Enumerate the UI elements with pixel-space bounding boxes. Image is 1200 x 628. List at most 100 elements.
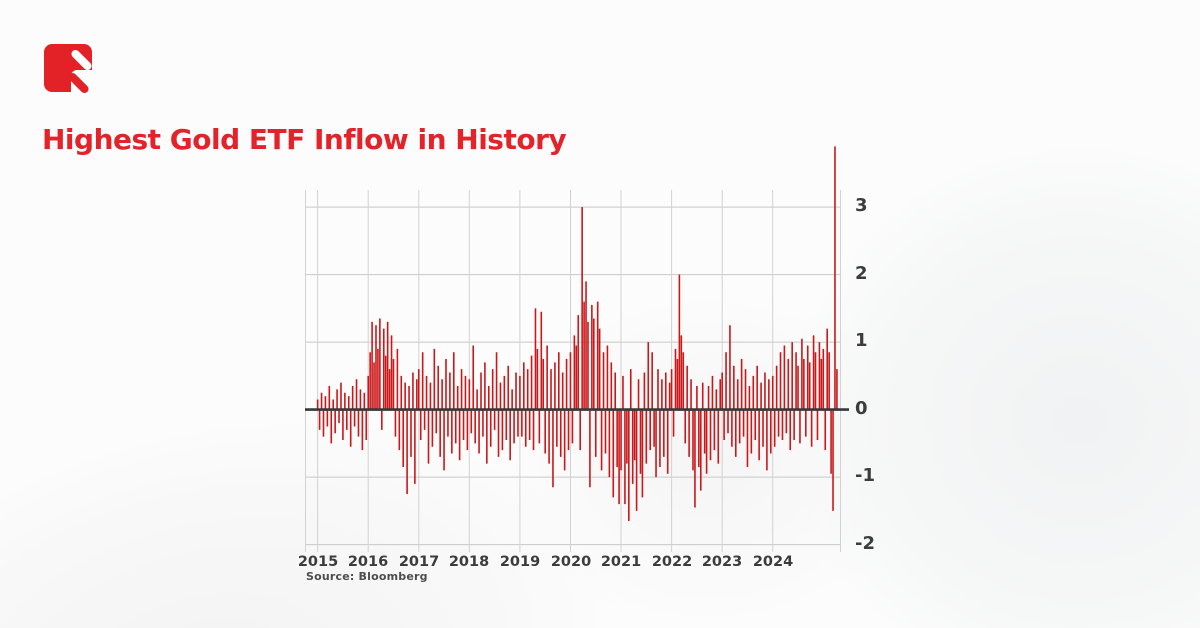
flow-bar <box>550 369 552 410</box>
flow-bar <box>452 352 455 410</box>
page-title: Highest Gold ETF Inflow in History <box>42 122 567 156</box>
flow-bar <box>546 345 548 410</box>
flow-bar <box>756 365 758 410</box>
flow-bar <box>799 409 801 444</box>
x-axis-tick-2015: 2015 <box>297 554 339 570</box>
flow-bar <box>414 409 416 484</box>
flow-bar <box>748 386 751 410</box>
flow-bar <box>680 335 683 410</box>
flow-bar <box>633 409 636 461</box>
flow-bar <box>517 409 519 437</box>
flow-bar <box>318 409 321 430</box>
flow-bar <box>589 409 591 488</box>
flow-bar <box>530 355 533 410</box>
flow-bar <box>408 386 410 410</box>
flow-bar <box>629 369 632 410</box>
flow-bar <box>676 359 679 410</box>
flow-bar <box>468 379 471 410</box>
y-axis-tick-neg1: -1 <box>855 465 875 486</box>
flow-bar <box>775 365 778 410</box>
flow-bar <box>402 409 405 468</box>
flow-bar <box>777 409 780 437</box>
flow-bar <box>357 409 360 437</box>
flow-bar <box>758 409 760 461</box>
flow-bar <box>373 362 375 410</box>
flow-bar <box>688 409 690 457</box>
flow-bar <box>598 328 601 410</box>
flow-bar <box>659 409 661 468</box>
flow-bar <box>760 382 762 410</box>
flow-bar <box>474 409 476 444</box>
flow-bar <box>620 409 622 471</box>
flow-bar <box>742 409 745 437</box>
flow-bar <box>439 409 441 457</box>
flow-bar <box>744 369 747 410</box>
flow-bar <box>379 318 381 410</box>
flow-bar <box>822 348 825 410</box>
y-axis-tick-2: 2 <box>855 263 868 284</box>
flow-bar <box>672 409 675 437</box>
flow-bar <box>818 342 821 410</box>
flow-bar <box>832 409 834 511</box>
flow-bar <box>410 409 412 457</box>
flow-bar <box>752 375 755 410</box>
flow-bar <box>707 386 710 410</box>
flow-bar <box>647 342 650 410</box>
flow-bar <box>581 207 583 410</box>
flow-bar <box>711 375 714 410</box>
flow-bar <box>542 359 545 410</box>
flow-bar <box>779 352 782 410</box>
flow-bar <box>657 369 659 410</box>
flow-bar <box>417 369 420 410</box>
flow-bar <box>509 409 511 461</box>
flow-bar <box>699 409 702 491</box>
flow-bar <box>797 365 799 410</box>
x-axis-tick-2017: 2017 <box>398 554 440 570</box>
flow-bar <box>805 409 807 437</box>
flow-bar <box>608 409 611 478</box>
flow-bar <box>670 369 673 410</box>
flow-bar <box>717 409 720 464</box>
flow-bar <box>462 409 465 441</box>
etf-flow-chart-svg <box>305 146 849 552</box>
flow-bar <box>701 382 704 410</box>
flow-bar <box>548 409 550 464</box>
flow-bar <box>499 382 502 410</box>
flow-bar <box>416 379 418 410</box>
flow-bar <box>573 335 576 410</box>
flow-bar <box>365 409 368 441</box>
flow-bar <box>478 409 480 454</box>
flow-bar <box>332 399 334 410</box>
flow-bar <box>789 409 792 451</box>
x-axis-tick-2016: 2016 <box>347 554 389 570</box>
flow-bar <box>351 386 354 410</box>
flow-bar <box>768 379 770 410</box>
flow-bar <box>431 409 434 447</box>
flow-bar <box>698 409 700 468</box>
flow-bar <box>649 409 652 451</box>
flow-bar <box>460 369 463 410</box>
flow-bar <box>836 369 838 410</box>
flow-bar <box>503 375 506 410</box>
flow-bar <box>419 409 422 441</box>
flow-bar <box>733 365 735 410</box>
flow-bar <box>727 409 729 434</box>
source-label: Source: Bloomberg <box>306 570 428 583</box>
flow-bar <box>359 389 362 410</box>
flow-bar <box>614 372 616 410</box>
flow-bar <box>347 396 350 410</box>
flow-bar <box>736 379 739 410</box>
flow-bar <box>472 345 475 410</box>
flow-bar <box>558 352 560 410</box>
flow-bar <box>571 409 574 444</box>
flow-bar <box>725 352 727 410</box>
flow-bar <box>577 315 580 410</box>
flow-bar <box>593 318 595 410</box>
flow-bar <box>552 409 554 488</box>
flow-bar <box>824 409 827 451</box>
flow-bar <box>830 409 832 474</box>
flow-bar <box>645 409 648 464</box>
flow-bar <box>361 409 364 451</box>
flow-bar <box>447 409 449 437</box>
